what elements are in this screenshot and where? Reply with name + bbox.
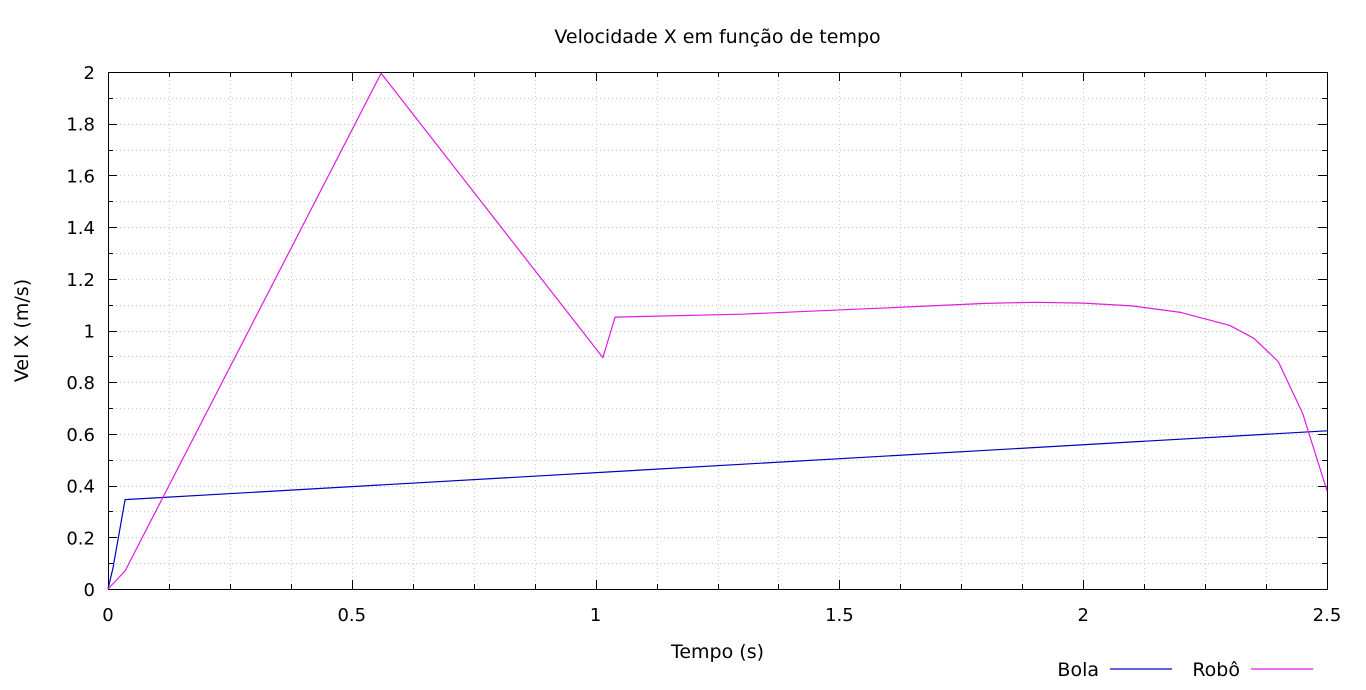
y-tick-label: 1 xyxy=(84,322,95,343)
chart-title: Velocidade X em função de tempo xyxy=(554,26,880,48)
series-line-bola xyxy=(107,430,1328,590)
ticks: 0 0.5 1 1.5 2 2.5 0 0.2 0.4 0.6 0.8 1 1.2 1.4 1.6 1.8 2 xyxy=(66,63,1341,626)
legend-label: Robô xyxy=(1192,659,1240,681)
y-tick-label: 1.6 xyxy=(66,166,95,187)
x-tick-label: 0 xyxy=(102,605,113,626)
series-line-robo xyxy=(107,72,1328,590)
x-axis-label: Tempo (s) xyxy=(670,641,764,663)
x-tick-label: 0.5 xyxy=(337,605,366,626)
y-tick-label: 0.2 xyxy=(66,528,95,549)
series xyxy=(107,72,1328,590)
y-tick-label: 2 xyxy=(84,63,95,84)
y-tick-label: 1.4 xyxy=(66,218,95,239)
y-tick-label: 0 xyxy=(84,580,95,601)
y-tick-label: 1.8 xyxy=(66,115,95,136)
x-tick-label: 1.5 xyxy=(825,605,854,626)
grid xyxy=(108,72,1327,589)
y-tick-label: 1.2 xyxy=(66,270,95,291)
y-tick-label: 0.6 xyxy=(66,425,95,446)
x-tick-label: 2 xyxy=(1077,605,1088,626)
x-tick-label: 2.5 xyxy=(1313,605,1342,626)
y-tick-label: 0.4 xyxy=(66,477,95,498)
legend: Bola Robô xyxy=(1057,659,1313,681)
x-tick-label: 1 xyxy=(590,605,601,626)
y-tick-label: 0.8 xyxy=(66,373,95,394)
legend-label: Bola xyxy=(1057,659,1099,681)
y-axis-label: Vel X (m/s) xyxy=(11,279,33,382)
